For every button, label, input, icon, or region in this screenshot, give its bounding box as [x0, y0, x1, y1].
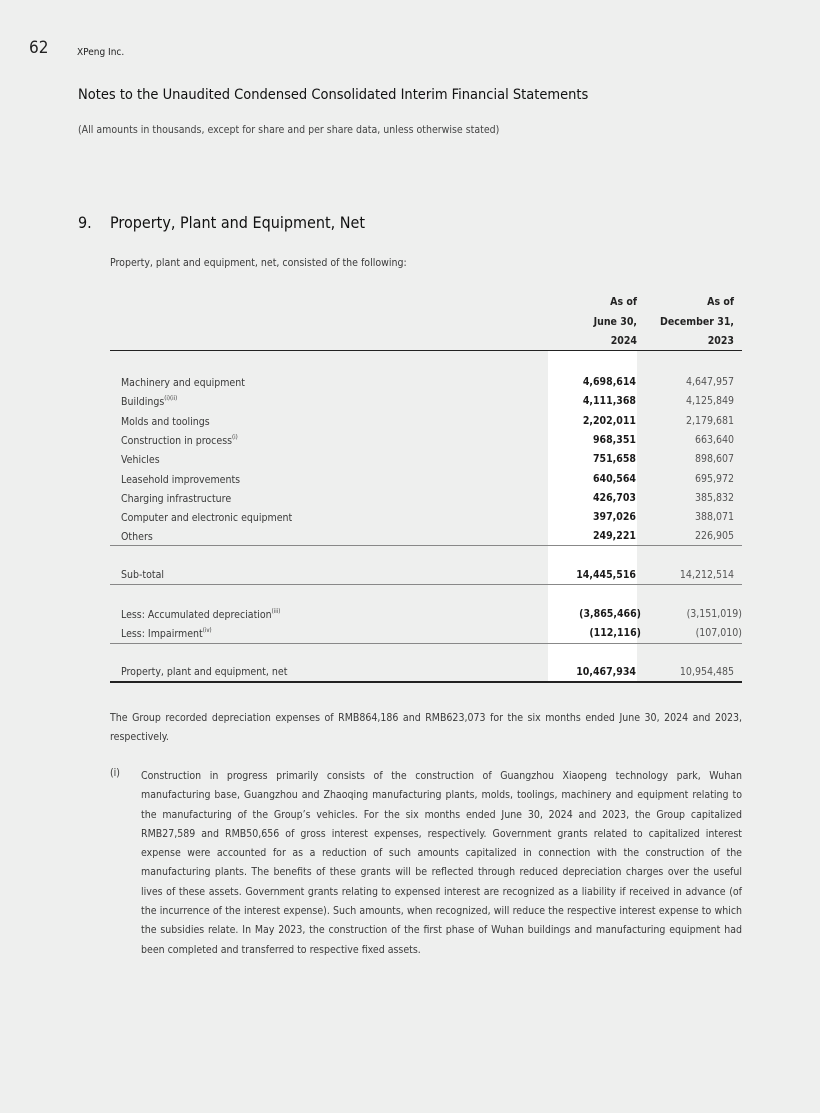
row-label: Less: Impairment(iv): [121, 627, 212, 640]
col-header-2023-l3: 2023: [707, 335, 734, 347]
value-2023: 10,954,485: [679, 666, 734, 678]
impairment-row: Less: Impairment(iv) (112,116) (107,010): [110, 627, 742, 646]
amounts-note: (All amounts in thousands, except for sh…: [78, 124, 500, 136]
row-label: Machinery and equipment: [121, 377, 245, 389]
value-2024: 249,221: [592, 530, 636, 543]
col-header-2023-l2: December 31,: [660, 316, 734, 328]
footnote-text: Construction in progress primarily consi…: [141, 770, 742, 956]
current-period-highlight: [548, 351, 637, 682]
col-header-2024-l2: June 30,: [593, 316, 637, 328]
rule: [110, 545, 742, 546]
total-rule: [110, 681, 742, 683]
value-2023: 4,647,957: [685, 376, 734, 388]
page-title: Notes to the Unaudited Condensed Consoli…: [78, 87, 589, 103]
page-number: 62: [29, 38, 49, 58]
value-2024: 751,658: [592, 453, 636, 466]
row-label: Vehicles: [121, 454, 160, 467]
col-header-2023-l1: As of: [707, 296, 734, 308]
table-row: Charging infrastructure 426,703 385,832: [110, 492, 742, 511]
row-label: Property, plant and equipment, net: [121, 666, 288, 678]
row-label: Buildings(i)(ii): [121, 395, 178, 409]
section-intro: Property, plant and equipment, net, cons…: [110, 257, 407, 269]
table-row: Computer and electronic equipment 397,02…: [110, 511, 742, 530]
row-label: Charging infrastructure: [121, 492, 232, 505]
value-2024: 10,467,934: [576, 666, 636, 678]
value-2023: 226,905: [694, 530, 734, 543]
value-2024: (112,116): [589, 627, 641, 639]
value-2024: 4,111,368: [582, 395, 636, 408]
value-2023: 388,071: [694, 511, 734, 524]
value-2024: 14,445,516: [576, 569, 636, 581]
accumulated-depreciation-row: Less: Accumulated depreciation(iii) (3,8…: [110, 608, 742, 627]
table-row: Others 249,221 226,905: [110, 530, 742, 549]
value-2023: 14,212,514: [679, 569, 734, 581]
col-header-2024-l3: 2024: [610, 335, 637, 347]
value-2024: (3,865,466): [579, 608, 641, 620]
value-2023: (3,151,019): [686, 608, 742, 620]
row-label: Leasehold improvements: [121, 473, 241, 486]
net-total-row: Property, plant and equipment, net 10,46…: [110, 666, 742, 685]
value-2023: 695,972: [694, 472, 734, 485]
value-2023: 663,640: [694, 433, 734, 446]
row-label: Others: [121, 531, 153, 544]
value-2024: 640,564: [592, 472, 636, 485]
table-row: Buildings(i)(ii) 4,111,368 4,125,849: [110, 395, 742, 414]
depreciation-paragraph: The Group recorded depreciation expenses…: [110, 712, 742, 744]
value-2024: 2,202,011: [582, 414, 636, 427]
rule: [110, 643, 742, 644]
company-name: XPeng Inc.: [77, 47, 125, 58]
row-label: Molds and toolings: [121, 415, 210, 428]
row-label: Less: Accumulated depreciation(iii): [121, 608, 281, 621]
col-header-2024-l1: As of: [610, 296, 637, 308]
row-label: Construction in process(i): [121, 433, 238, 447]
table-row: Molds and toolings 2,202,011 2,179,681: [110, 415, 742, 434]
value-2023: 4,125,849: [685, 395, 734, 408]
section-title: Property, Plant and Equipment, Net: [110, 213, 366, 232]
table-row: Construction in process(i) 968,351 663,6…: [110, 434, 742, 453]
header-rule: [110, 350, 742, 351]
value-2023: 385,832: [694, 491, 734, 504]
subtotal-row: Sub-total 14,445,516 14,212,514: [110, 569, 742, 588]
value-2023: 2,179,681: [685, 414, 734, 427]
table-row: Leasehold improvements 640,564 695,972: [110, 473, 742, 492]
rule: [110, 584, 742, 585]
value-2024: 4,698,614: [582, 376, 636, 388]
section-number: 9.: [78, 213, 92, 232]
footnote-mark: (i): [110, 767, 120, 779]
value-2023: (107,010): [695, 627, 742, 639]
row-label: Computer and electronic equipment: [121, 512, 293, 525]
row-label: Sub-total: [121, 569, 164, 581]
value-2024: 968,351: [592, 433, 636, 446]
value-2023: 898,607: [694, 453, 734, 466]
table-row: Vehicles 751,658 898,607: [110, 453, 742, 472]
table-row: Machinery and equipment 4,698,614 4,647,…: [110, 376, 742, 395]
value-2024: 397,026: [592, 511, 636, 524]
value-2024: 426,703: [592, 491, 636, 504]
